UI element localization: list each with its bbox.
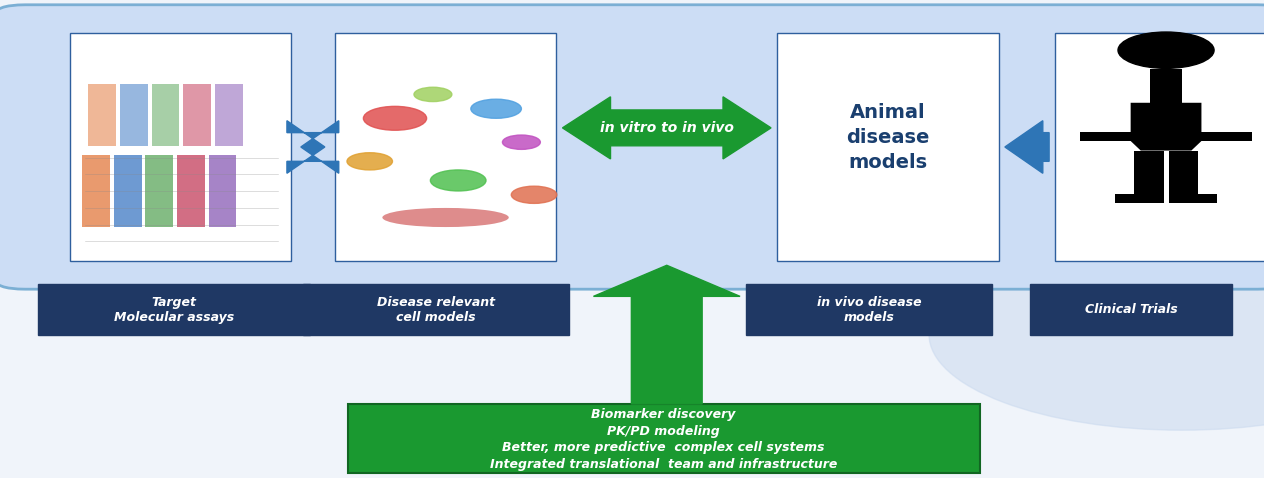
Text: in vitro to in vivo: in vitro to in vivo <box>600 121 733 135</box>
Text: Better, more predictive  complex cell systems: Better, more predictive complex cell sys… <box>502 441 825 454</box>
Bar <box>88 84 116 146</box>
FancyBboxPatch shape <box>1030 284 1232 335</box>
Circle shape <box>346 153 392 170</box>
Bar <box>1079 132 1133 141</box>
Text: Integrated translational  team and infrastructure: Integrated translational team and infras… <box>490 457 837 471</box>
Polygon shape <box>594 265 741 404</box>
Text: in vivo disease
models: in vivo disease models <box>817 295 921 324</box>
Circle shape <box>929 239 1264 430</box>
Text: Target
Molecular assays: Target Molecular assays <box>114 295 234 324</box>
Circle shape <box>503 135 541 150</box>
Polygon shape <box>1115 151 1163 203</box>
Bar <box>152 84 179 146</box>
Circle shape <box>364 107 427 130</box>
Polygon shape <box>1168 151 1217 203</box>
Bar <box>177 155 205 227</box>
Bar <box>145 155 173 227</box>
FancyBboxPatch shape <box>70 33 291 261</box>
Ellipse shape <box>383 208 508 227</box>
Bar <box>114 155 142 227</box>
Text: Disease relevant
cell models: Disease relevant cell models <box>377 295 495 324</box>
FancyBboxPatch shape <box>348 404 980 473</box>
Polygon shape <box>1130 103 1201 151</box>
FancyBboxPatch shape <box>38 284 310 335</box>
Bar <box>82 155 110 227</box>
Bar <box>1198 132 1251 141</box>
Bar <box>209 155 236 227</box>
Text: Animal
disease
models: Animal disease models <box>847 103 929 172</box>
FancyBboxPatch shape <box>335 33 556 261</box>
Polygon shape <box>287 121 339 174</box>
FancyBboxPatch shape <box>777 33 999 261</box>
Circle shape <box>1119 32 1215 68</box>
FancyBboxPatch shape <box>0 5 1264 289</box>
Text: Clinical Trials: Clinical Trials <box>1085 303 1178 316</box>
Circle shape <box>470 99 521 119</box>
Polygon shape <box>1005 121 1049 174</box>
Polygon shape <box>562 97 771 159</box>
FancyBboxPatch shape <box>746 284 992 335</box>
Bar <box>1150 69 1183 103</box>
Text: Biomarker discovery: Biomarker discovery <box>592 408 736 421</box>
FancyBboxPatch shape <box>303 284 569 335</box>
Text: PK/PD modeling: PK/PD modeling <box>607 424 720 438</box>
Bar <box>183 84 211 146</box>
Circle shape <box>415 87 453 102</box>
Bar <box>215 84 243 146</box>
FancyBboxPatch shape <box>1055 33 1264 261</box>
Bar <box>120 84 148 146</box>
Circle shape <box>511 186 556 204</box>
Circle shape <box>430 170 485 191</box>
